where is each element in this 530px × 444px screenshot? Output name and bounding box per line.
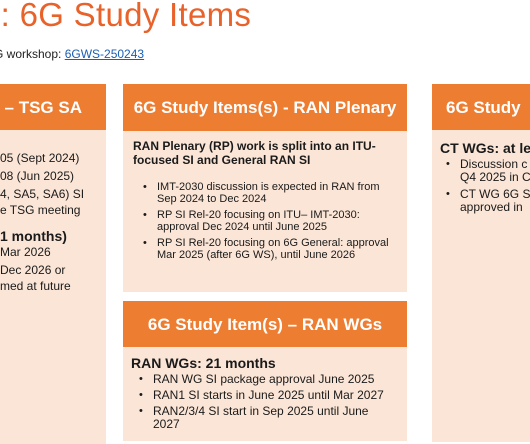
tsg-sa-line: Mar 2026 — [0, 245, 51, 259]
bullet-icon: • — [143, 237, 147, 249]
ran-plenary-panel: 6G Study Items(s) - RAN Plenary RAN Plen… — [123, 84, 407, 292]
ran-plenary-list: • IMT-2030 discussion is expected in RAN … — [133, 181, 397, 261]
ct-panel-body: CT WGs: at le • Discussion c Q4 2025 in C… — [432, 130, 530, 442]
bullet-icon: • — [139, 389, 143, 401]
tsg-sa-duration: 1 months) — [0, 228, 67, 244]
ran-wgs-panel: 6G Study Item(s) – RAN WGs RAN WGs: 21 m… — [123, 301, 407, 441]
subtitle-prefix: G workshop: — [0, 47, 65, 61]
bullet-icon: • — [143, 209, 147, 221]
bullet-icon: • — [139, 405, 143, 417]
ran-wgs-lead: RAN WGs: 21 months — [131, 355, 276, 371]
bullet-icon: • — [446, 158, 450, 170]
tsg-sa-line: 4, SA5, SA6) SI — [0, 187, 85, 201]
tsg-sa-line: 08 (Jun 2025) — [0, 169, 75, 183]
ran-plenary-lead: RAN Plenary (RP) work is split into an I… — [133, 139, 376, 167]
subtitle: G workshop: 6GWS-250243 — [0, 47, 144, 61]
tsg-sa-line: Dec 2026 or — [0, 263, 66, 277]
ran-plenary-panel-title: 6G Study Items(s) - RAN Plenary — [123, 84, 407, 131]
list-item: • IMT-2030 discussion is expected in RAN … — [143, 181, 380, 205]
tsg-sa-line: e TSG meeting — [0, 203, 81, 217]
list-item: • CT WG 6G S approved in — [446, 187, 530, 214]
list-item: • RAN2/3/4 SI start in Sep 2025 until Jun… — [139, 404, 369, 431]
ran-wgs-panel-title: 6G Study Item(s) – RAN WGs — [123, 301, 407, 347]
ran-wgs-panel-body: RAN WGs: 21 months • RAN WG SI package ap… — [123, 347, 407, 441]
ct-panel: 6G Study CT WGs: at le • Discussion c Q4 … — [432, 84, 530, 442]
slide-title: 0: 6G Study Items — [0, 0, 252, 33]
list-item: • RAN1 SI starts in June 2025 until Mar 2… — [139, 388, 384, 402]
list-item: • RP SI Rel-20 focusing on 6G General: ap… — [143, 237, 389, 261]
ran-wgs-list: • RAN WG SI package approval June 2025 • R… — [131, 373, 397, 431]
bullet-icon: • — [139, 373, 143, 385]
tsg-sa-panel-title: ) – TSG SA — [0, 84, 106, 130]
ct-lead: CT WGs: at le — [440, 140, 530, 156]
tsg-sa-line: 05 (Sept 2024) — [0, 151, 80, 165]
list-item: • RP SI Rel-20 focusing on ITU– IMT-2030:… — [143, 209, 360, 233]
ct-panel-title: 6G Study — [432, 84, 530, 130]
tsg-sa-line: med at future — [0, 279, 71, 293]
bullet-icon: • — [446, 188, 450, 200]
tsg-sa-panel-body: 05 (Sept 2024) 08 (Jun 2025) 4, SA5, SA6… — [0, 130, 106, 444]
bullet-icon: • — [143, 181, 147, 193]
tsg-sa-panel: ) – TSG SA 05 (Sept 2024) 08 (Jun 2025) … — [0, 84, 106, 444]
list-item: • Discussion c Q4 2025 in C — [446, 157, 530, 184]
list-item: • RAN WG SI package approval June 2025 — [139, 372, 375, 386]
ct-list: • Discussion c Q4 2025 in C • CT WG 6G S a… — [440, 158, 530, 214]
ran-plenary-panel-body: RAN Plenary (RP) work is split into an I… — [123, 131, 407, 292]
workshop-link[interactable]: 6GWS-250243 — [64, 47, 145, 61]
